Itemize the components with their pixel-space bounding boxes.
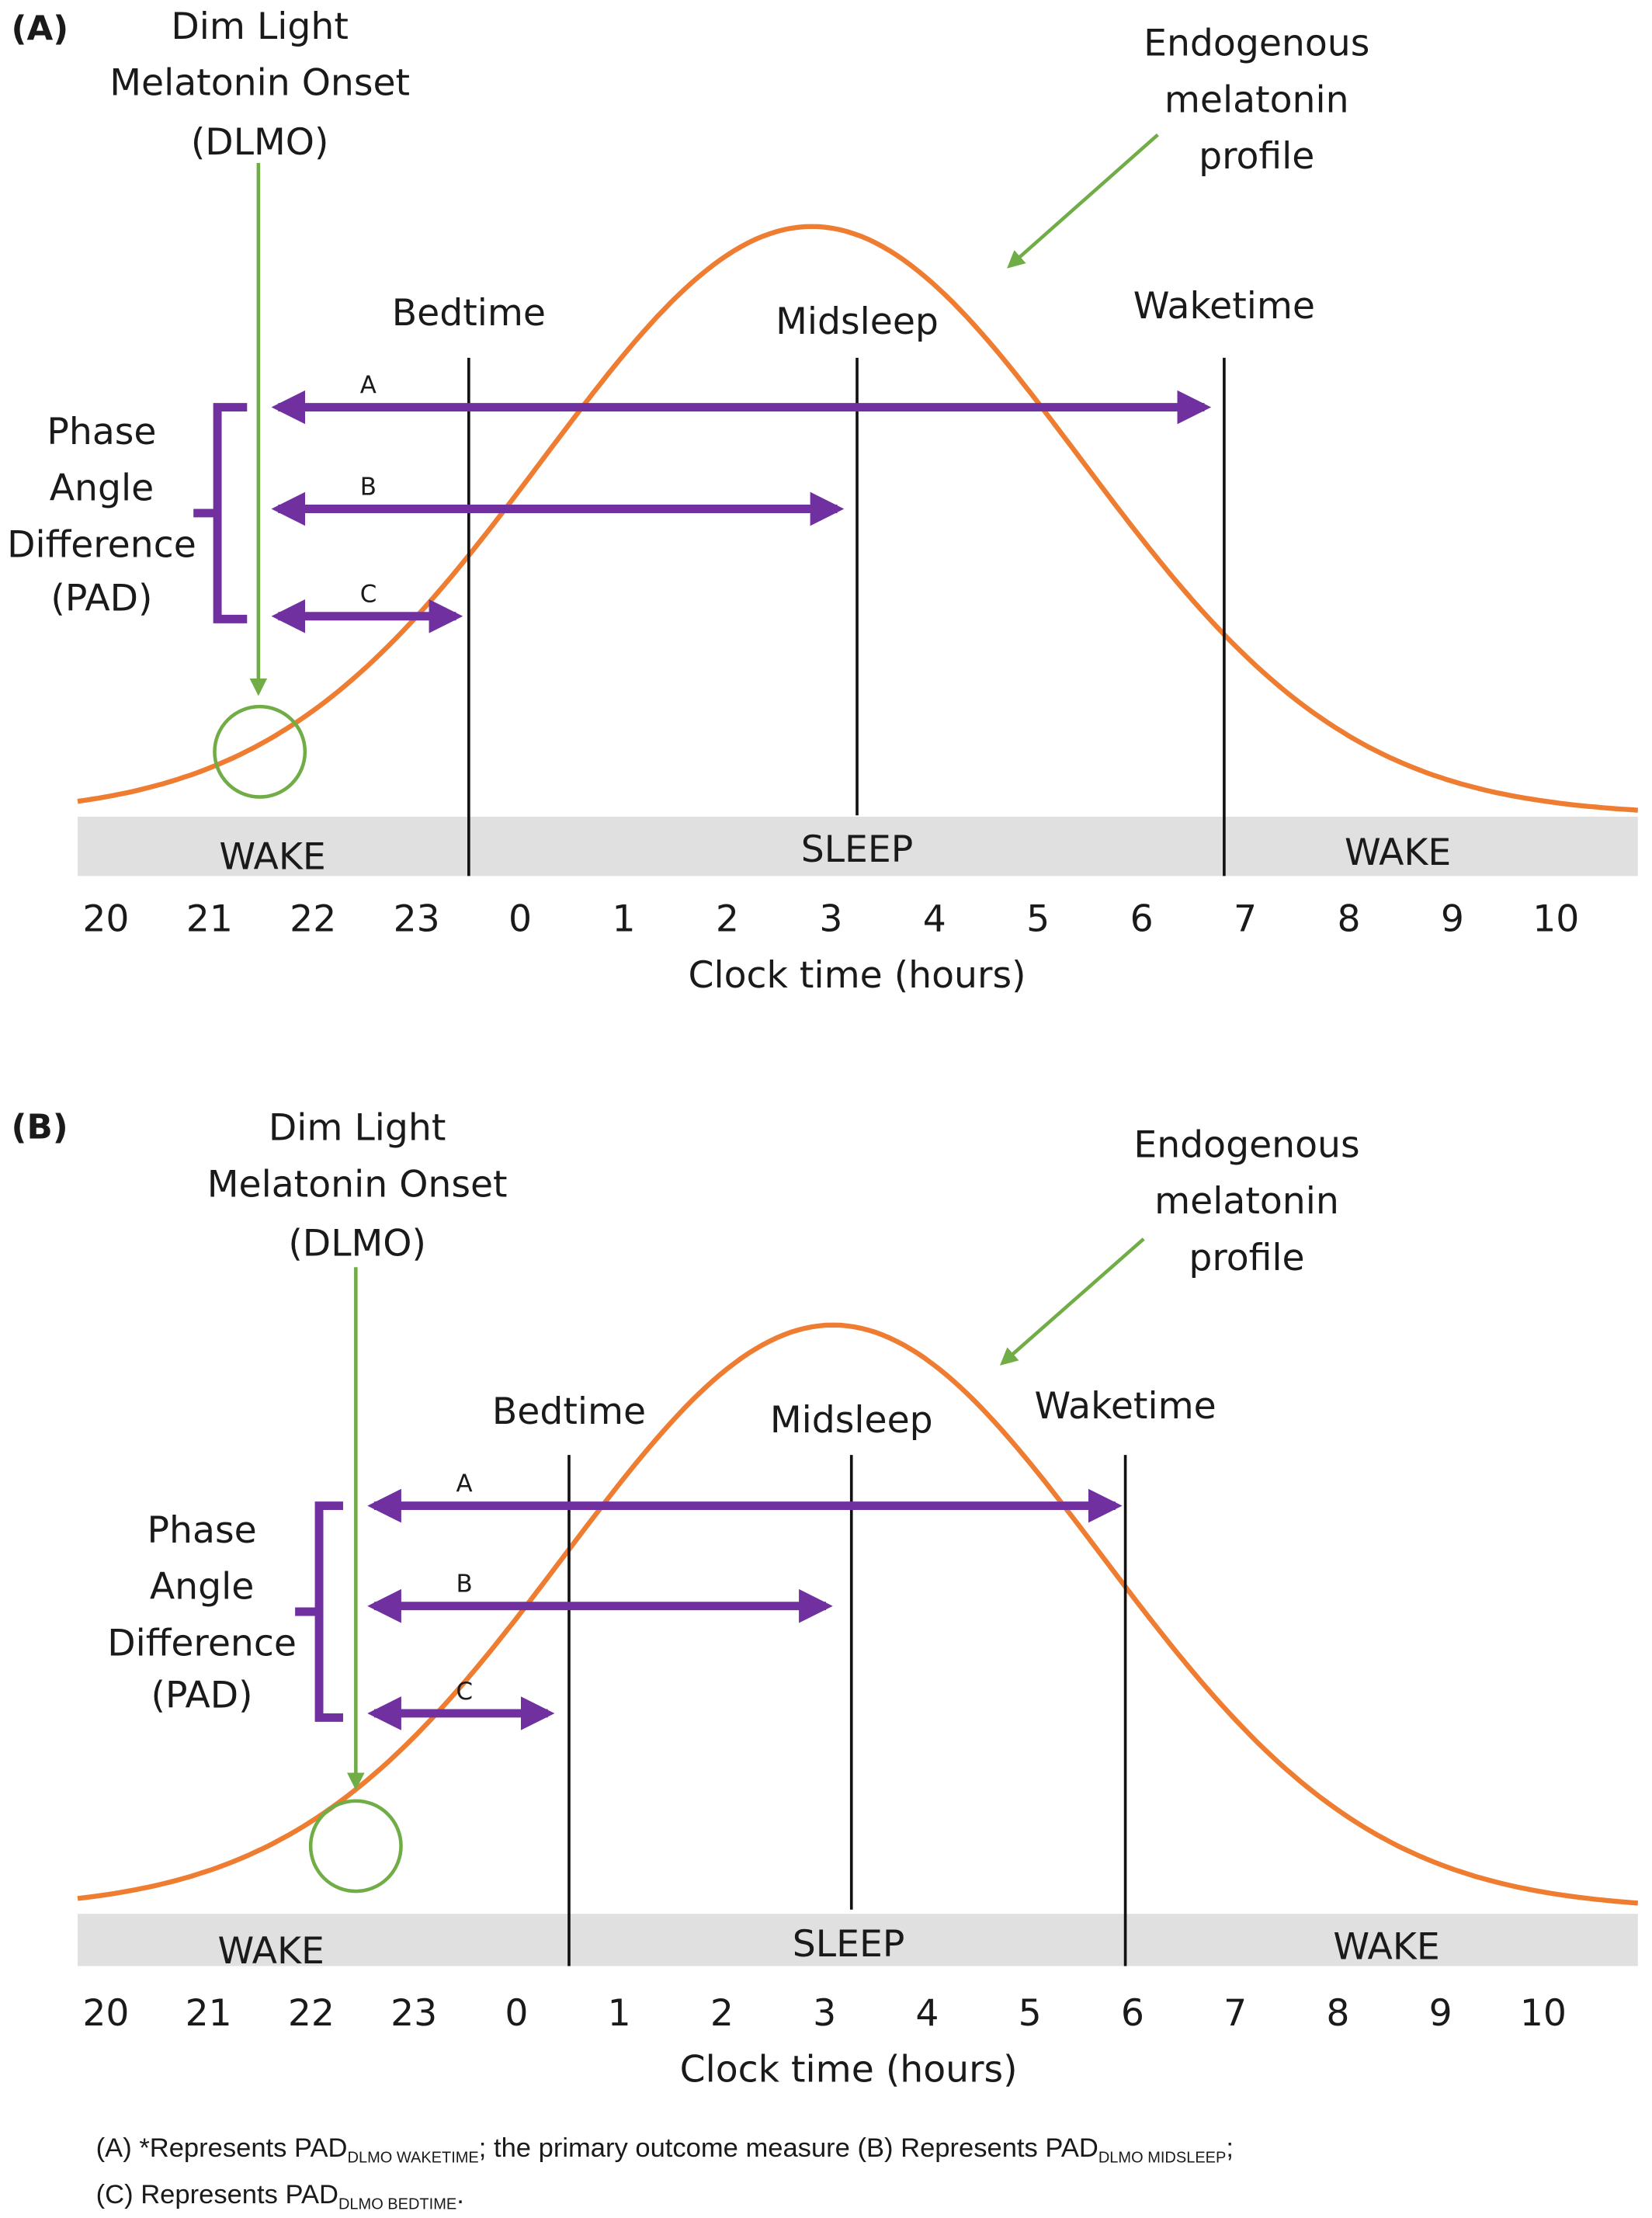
x-tick-label: 7 bbox=[1223, 1992, 1247, 2035]
pad-label-line: (PAD) bbox=[151, 1675, 253, 1717]
dlmo-label-line: Dim Light bbox=[269, 1107, 446, 1150]
profile-label-line: melatonin bbox=[1154, 1180, 1339, 1223]
pad-label-line: Phase bbox=[148, 1509, 257, 1552]
dlmo-label-line: Melatonin Onset bbox=[109, 62, 410, 105]
pad-arrow-label: C bbox=[360, 581, 377, 609]
caption-subscript: DLMO WAKETIME bbox=[348, 2149, 479, 2166]
x-tick-label: 23 bbox=[390, 1992, 437, 2035]
midsleep-label: Midsleep bbox=[776, 300, 939, 343]
x-tick-label: 22 bbox=[290, 897, 336, 940]
caption-text: ; bbox=[1226, 2133, 1234, 2163]
dlmo-label-line: Dim Light bbox=[171, 5, 349, 48]
dlmo-circle bbox=[213, 704, 307, 799]
pad-arrow-label: B bbox=[360, 473, 377, 501]
x-tick-label: 4 bbox=[923, 897, 946, 940]
x-tick-label: 21 bbox=[186, 897, 233, 940]
pad-label-line: Difference bbox=[107, 1622, 297, 1664]
x-tick-label: 4 bbox=[915, 1992, 939, 2035]
waketime-label: Waketime bbox=[1034, 1385, 1216, 1428]
profile-arrow bbox=[1007, 133, 1159, 269]
x-tick-label: 1 bbox=[612, 897, 635, 940]
sleep-band-label: SLEEP bbox=[801, 828, 914, 871]
pad-label-line: Angle bbox=[150, 1566, 255, 1609]
pad-arrow-label: C bbox=[456, 1678, 473, 1706]
sleep-band-label: SLEEP bbox=[793, 1923, 905, 1966]
sleep-wake-band bbox=[78, 817, 1638, 876]
caption-text: . bbox=[456, 2180, 464, 2209]
dlmo-label-line: (DLMO) bbox=[288, 1223, 426, 1265]
waketime-label: Waketime bbox=[1133, 285, 1315, 328]
x-tick-label: 1 bbox=[608, 1992, 631, 2035]
dlmo-circle bbox=[308, 1799, 403, 1893]
x-tick-label: 6 bbox=[1121, 1992, 1144, 2035]
pad-brace bbox=[193, 403, 248, 623]
dlmo-label-line: Melatonin Onset bbox=[207, 1163, 508, 1206]
dlmo-label-line: (DLMO) bbox=[191, 121, 329, 164]
pad-arrow-label: A bbox=[360, 371, 377, 399]
x-tick-label: 0 bbox=[505, 1992, 528, 2035]
x-axis-label: Clock time (hours) bbox=[689, 954, 1026, 997]
pad-arrow-label: B bbox=[456, 1571, 472, 1598]
x-tick-label: 2 bbox=[716, 897, 739, 940]
melatonin-curve bbox=[77, 224, 1639, 813]
x-tick-label: 21 bbox=[186, 1992, 232, 2035]
caption-line2: (C) Represents PADDLMO BEDTIME. bbox=[96, 2180, 464, 2213]
profile-label-line: profile bbox=[1199, 135, 1314, 178]
x-tick-label: 3 bbox=[819, 897, 842, 940]
caption-text: ; the primary outcome measure (B) Repres… bbox=[479, 2133, 1098, 2163]
wake-band-label: WAKE bbox=[218, 1930, 324, 1973]
x-tick-label: 20 bbox=[82, 897, 129, 940]
panel-label: (A) bbox=[12, 9, 69, 49]
panel-label: (B) bbox=[12, 1108, 68, 1147]
x-tick-label: 3 bbox=[813, 1992, 836, 2035]
x-tick-label: 10 bbox=[1532, 897, 1579, 940]
caption-subscript: DLMO BEDTIME bbox=[338, 2195, 456, 2213]
panel-b: (B) WAKE SLEEP WAKE Bedtime Midsleep Waketime A… bbox=[12, 1107, 1639, 2091]
caption-text: (A) *Represents PAD bbox=[96, 2133, 348, 2163]
wake-band-label: WAKE bbox=[1345, 831, 1451, 874]
pad-arrow-label: A bbox=[456, 1470, 472, 1498]
x-tick-label: 8 bbox=[1337, 897, 1360, 940]
x-axis-label: Clock time (hours) bbox=[680, 2049, 1018, 2091]
x-tick-label: 0 bbox=[508, 897, 532, 940]
caption-line1: (A) *Represents PADDLMO WAKETIME; the pr… bbox=[96, 2133, 1234, 2166]
sleep-wake-band bbox=[78, 1914, 1638, 1966]
x-tick-label: 5 bbox=[1019, 1992, 1042, 2035]
x-tick-label: 6 bbox=[1130, 897, 1154, 940]
profile-label-line: melatonin bbox=[1164, 78, 1349, 121]
profile-label-line: Endogenous bbox=[1133, 1123, 1359, 1166]
wake-band-label: WAKE bbox=[1333, 1925, 1439, 1968]
profile-label-line: profile bbox=[1189, 1237, 1304, 1279]
x-tick-label: 7 bbox=[1234, 897, 1257, 940]
bedtime-label: Bedtime bbox=[392, 292, 546, 335]
bedtime-label: Bedtime bbox=[492, 1390, 646, 1433]
pad-label-line: Angle bbox=[50, 467, 154, 510]
x-tick-label: 8 bbox=[1326, 1992, 1349, 2035]
wake-band-label: WAKE bbox=[219, 835, 325, 878]
x-tick-label: 10 bbox=[1520, 1992, 1567, 2035]
x-tick-label: 20 bbox=[82, 1992, 129, 2035]
profile-arrow bbox=[999, 1237, 1145, 1366]
x-tick-label: 5 bbox=[1026, 897, 1050, 940]
pad-brace bbox=[295, 1501, 343, 1722]
x-tick-label: 9 bbox=[1441, 897, 1464, 940]
pad-label-line: Difference bbox=[7, 523, 196, 566]
pad-label-line: Phase bbox=[47, 411, 156, 453]
caption-subscript: DLMO MIDSLEEP bbox=[1098, 2149, 1226, 2166]
midsleep-label: Midsleep bbox=[770, 1399, 933, 1442]
panel-a: (A) WAKE SLEEP WAKE Bedtime Midsleep Waketime A… bbox=[7, 5, 1639, 997]
x-tick-label: 22 bbox=[288, 1992, 335, 2035]
caption-text: (C) Represents PAD bbox=[96, 2180, 338, 2209]
profile-label-line: Endogenous bbox=[1144, 23, 1369, 65]
x-tick-label: 2 bbox=[710, 1992, 734, 2035]
x-tick-label: 9 bbox=[1429, 1992, 1452, 2035]
pad-label-line: (PAD) bbox=[50, 577, 152, 620]
x-tick-label: 23 bbox=[394, 897, 440, 940]
